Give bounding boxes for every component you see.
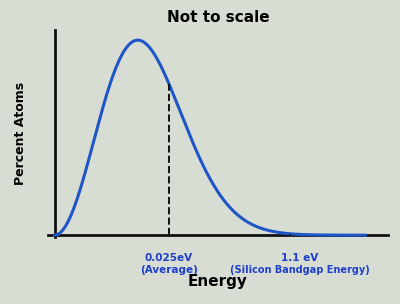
Text: 1.1 eV: 1.1 eV bbox=[281, 253, 318, 263]
Text: (Average): (Average) bbox=[140, 265, 198, 275]
Text: 0.025eV: 0.025eV bbox=[145, 253, 193, 263]
Title: Not to scale: Not to scale bbox=[167, 10, 269, 25]
Text: Energy: Energy bbox=[188, 274, 248, 289]
Polygon shape bbox=[290, 234, 365, 235]
Text: (Silicon Bandgap Energy): (Silicon Bandgap Energy) bbox=[230, 265, 370, 275]
Text: Percent Atoms: Percent Atoms bbox=[14, 82, 27, 185]
